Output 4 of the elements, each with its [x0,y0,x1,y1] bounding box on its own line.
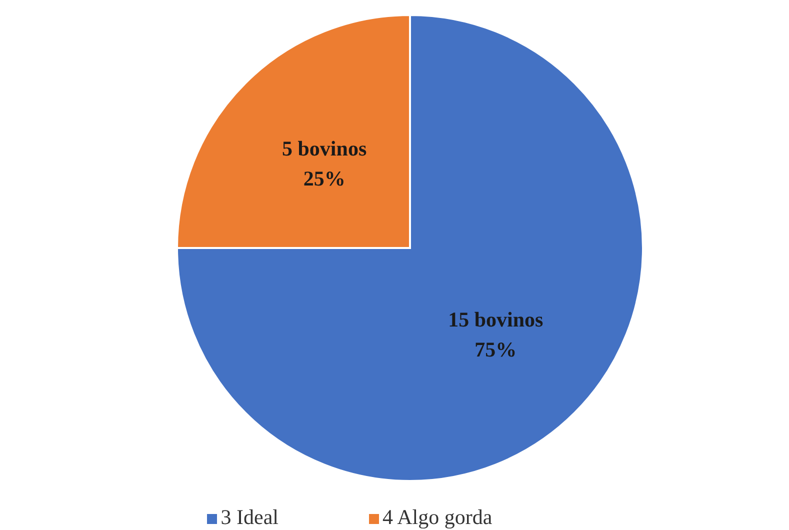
data-label: 5 bovinos 25% [282,136,367,190]
data-label: 15 bovinos 75% [448,308,544,362]
legend-label: 3 Ideal [220,505,279,529]
legend-label: 4 Algo gorda [382,505,492,529]
